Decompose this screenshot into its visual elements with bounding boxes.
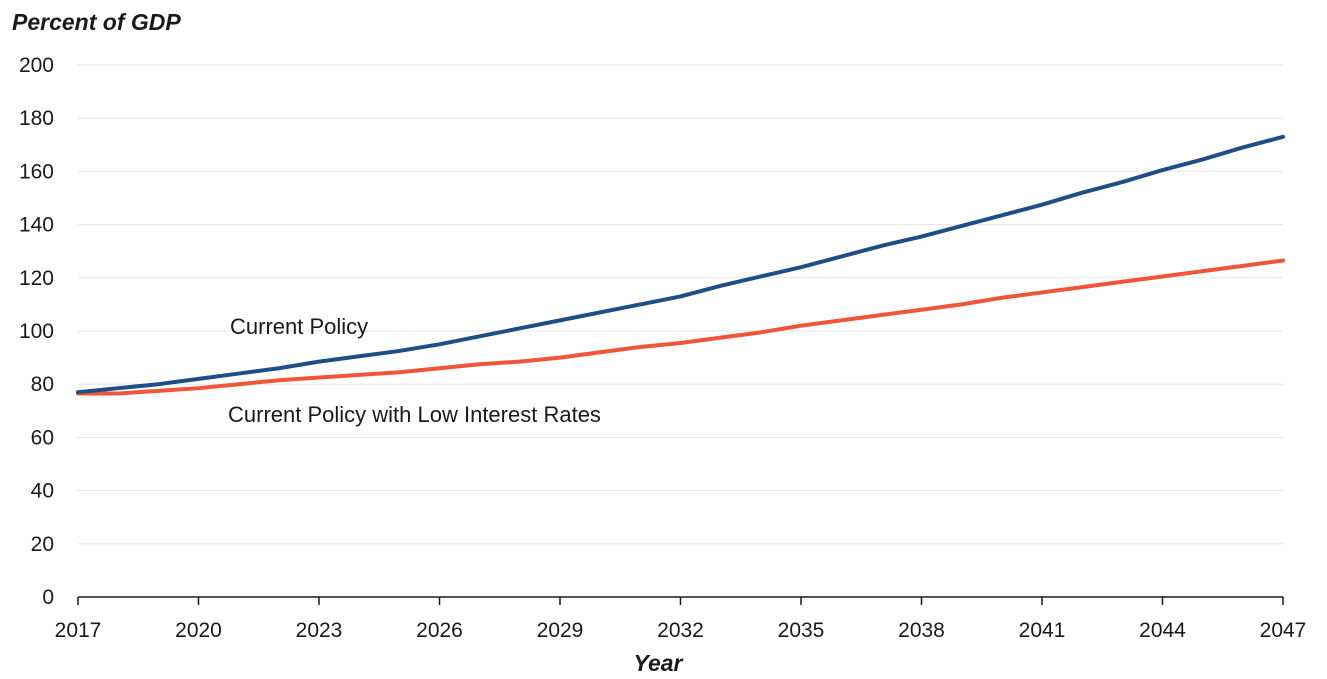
y-tick-label: 100 bbox=[19, 320, 54, 343]
x-tick-label: 2041 bbox=[1019, 619, 1066, 642]
x-tick-label: 2038 bbox=[898, 619, 945, 642]
x-tick-label: 2026 bbox=[416, 619, 463, 642]
y-tick-label: 160 bbox=[19, 160, 54, 183]
y-tick-label: 40 bbox=[31, 480, 54, 503]
y-axis-title: Percent of GDP bbox=[12, 9, 181, 35]
y-tick-label: 60 bbox=[31, 426, 54, 449]
x-tick-label: 2032 bbox=[657, 619, 704, 642]
y-tick-label: 20 bbox=[31, 533, 54, 556]
x-tick-label: 2029 bbox=[537, 619, 584, 642]
x-tick-label: 2047 bbox=[1260, 619, 1307, 642]
x-tick-label: 2035 bbox=[778, 619, 825, 642]
series-lines bbox=[76, 134, 1285, 396]
x-tick-label: 2023 bbox=[296, 619, 343, 642]
x-axis-title: Year bbox=[633, 650, 683, 676]
y-axis-ticks: 0 20 40 60 80 100 120 140 160 180 200 bbox=[19, 54, 54, 609]
x-tick-label: 2017 bbox=[55, 619, 102, 642]
series-line-low-interest-rates bbox=[76, 258, 1285, 396]
series-label-low-interest-rates: Current Policy with Low Interest Rates bbox=[228, 402, 601, 427]
y-tick-label: 180 bbox=[19, 107, 54, 130]
series-line-current-policy bbox=[76, 134, 1285, 395]
series-label-current-policy: Current Policy bbox=[230, 314, 368, 339]
y-tick-label: 80 bbox=[31, 373, 54, 396]
x-tick-label: 2020 bbox=[175, 619, 222, 642]
gridlines bbox=[78, 64, 1283, 545]
x-tick-label: 2044 bbox=[1139, 619, 1186, 642]
y-tick-label: 200 bbox=[19, 54, 54, 77]
y-tick-label: 120 bbox=[19, 267, 54, 290]
y-tick-label: 140 bbox=[19, 214, 54, 237]
x-axis-ticks: 2017 2020 2023 2026 2029 2032 2035 2038 2041 2044… bbox=[55, 597, 1307, 642]
y-tick-label: 0 bbox=[42, 586, 54, 609]
